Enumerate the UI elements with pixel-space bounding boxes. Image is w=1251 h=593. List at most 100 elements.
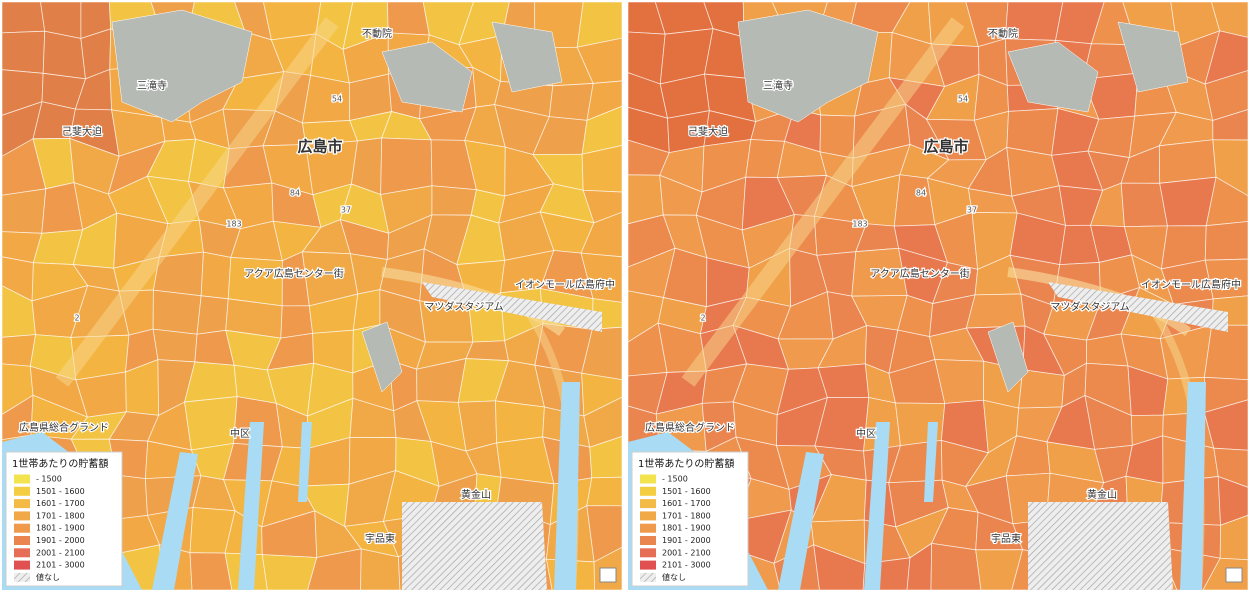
district [1006,108,1059,156]
district [576,2,622,48]
legend-swatch [640,486,656,496]
mountain [361,321,403,393]
legend-swatch [640,474,656,484]
place-label: アクア広島センター街 [244,267,344,280]
district [1205,176,1248,227]
legend-swatch [640,523,656,533]
route-number: 183 [852,220,867,229]
route-number: 2 [700,314,705,323]
legend-label: - 1500 [36,475,62,484]
district [581,372,622,417]
legend-swatch [640,499,656,509]
no-data [1028,502,1173,590]
legend-swatch [14,474,30,484]
district [975,549,1024,590]
map-panel: 三滝寺 不動院己斐大迫広島市アクア広島センター街マツダスタジアムイオンモール広島府… [2,2,622,590]
place-label: マツダスタジアム [424,300,503,313]
district [184,396,238,451]
district [581,326,622,381]
route-number: 54 [332,95,342,104]
district [1212,139,1248,197]
place-label: 中区 [856,427,876,440]
district [906,542,933,590]
legend-label: 値なし [662,572,686,582]
district [582,189,622,224]
legend-swatch [14,523,30,533]
place-label: イオンモール広島府中 [515,278,615,291]
legend-label: 1601 - 1700 [36,499,85,508]
district [352,289,381,331]
main-road [55,17,339,387]
district [307,548,362,590]
legend-swatch [640,511,656,521]
mountain [491,21,563,93]
no-data [422,282,602,332]
place-label: 黄金山 [1087,488,1117,501]
district [495,400,545,444]
water [298,422,312,502]
route-number: 37 [341,206,351,215]
route-number: 183 [226,220,241,229]
district [1212,109,1248,141]
mountain [1007,41,1099,113]
place-label: 黄金山 [461,488,491,501]
district [152,328,198,363]
district [548,83,594,121]
district [580,211,622,258]
legend-label: 値なし [36,572,60,582]
district [360,548,401,590]
place-label: 広島市 [923,138,968,156]
legend-label: 1501 - 1600 [662,487,711,496]
mountain [737,9,879,123]
district [465,340,510,362]
district [1158,139,1217,184]
district [1211,2,1248,38]
map-panel: 三滝寺 不動院己斐大迫広島市アクア広島センター街マツダスタジアムイオンモール広島府… [628,2,1248,590]
district [1204,221,1248,261]
district [819,114,856,159]
basemap-icon[interactable] [1225,567,1243,583]
district [1203,399,1248,451]
water [778,452,824,590]
legend-swatch [14,548,30,558]
route-number: 54 [958,95,968,104]
legend-swatch [640,560,656,570]
legend: 1世帯あたりの貯蓄額 - 1500 1501 - 1600 1601 - 1700 17… [631,451,749,587]
legend-label: - 1500 [662,475,688,484]
district [189,552,233,590]
water [152,452,198,590]
district [580,252,622,303]
legend-title: 1世帯あたりの貯蓄額 [12,457,108,470]
district [261,554,318,590]
district [965,293,1026,329]
legend-swatch [640,536,656,545]
district [1217,475,1248,526]
district [1204,70,1248,122]
district [576,37,622,84]
no-data [402,502,547,590]
legend-title: 1世帯あたりの貯蓄額 [638,457,734,470]
mountain [987,321,1029,393]
district [152,289,202,335]
route-number: 2 [74,314,79,323]
legend-label: 1901 - 2000 [36,536,85,545]
legend-swatch [14,486,30,496]
route-number: 37 [967,206,977,215]
place-label: 不動院 [988,27,1018,40]
district [2,188,47,234]
legend-label: 1501 - 1600 [36,487,85,496]
legend-label: 2001 - 2100 [662,548,711,557]
water [864,422,890,590]
place-label: マツダスタジアム [1050,300,1129,313]
legend-label: 1901 - 2000 [662,536,711,545]
district [581,105,622,155]
legend-label: 2101 - 3000 [36,561,85,570]
legend-label: 1801 - 1900 [662,524,711,533]
legend-swatch [14,572,30,582]
basemap-icon[interactable] [599,567,617,583]
no-data [1048,282,1228,332]
legend-label: 2001 - 2100 [36,548,85,557]
legend-swatch [14,499,30,509]
place-label: イオンモール広島府中 [1141,278,1241,291]
place-label: 広島市 [297,138,342,156]
